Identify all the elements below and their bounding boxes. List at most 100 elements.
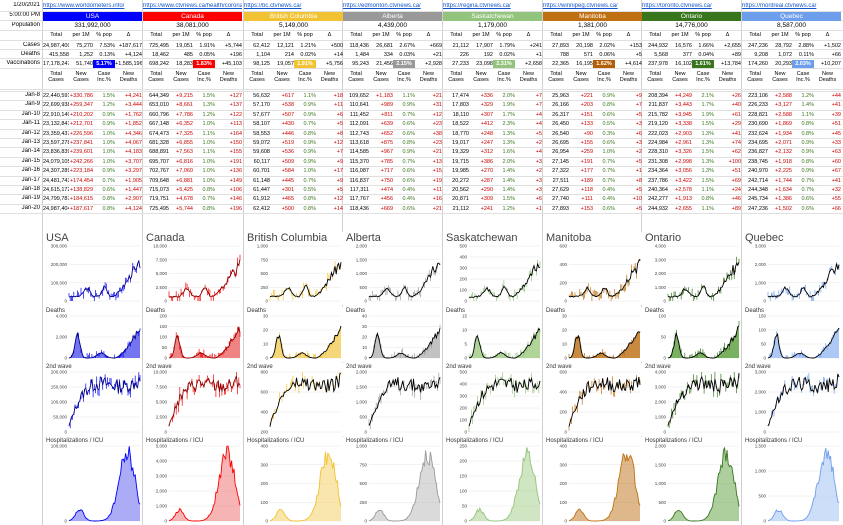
y-tick-label: 1,000 bbox=[356, 400, 368, 405]
daily-value: +9 bbox=[336, 158, 343, 165]
region-name: Ontario bbox=[642, 12, 741, 21]
row-label-date: 1/20/2021 bbox=[13, 2, 40, 8]
trend-line bbox=[568, 331, 641, 359]
y-tick-label: 2,000 bbox=[356, 370, 368, 375]
y-tick-label: 10,000 bbox=[153, 370, 167, 375]
chart-wave-canada: 2nd wave 10,000 7,500 5,000 2,500 0 bbox=[143, 363, 242, 436]
y-tick-label: 0 bbox=[663, 430, 666, 435]
daily-value: +46 bbox=[731, 196, 741, 203]
deaths-value: +14 bbox=[333, 52, 343, 58]
vacc-value: 2.03% bbox=[792, 60, 814, 68]
daily-value: 109,652 bbox=[349, 93, 369, 99]
daily-value: 27,322 bbox=[552, 168, 569, 175]
daily-header: New Deaths bbox=[519, 71, 538, 83]
vacc-value: 27,233 bbox=[452, 61, 469, 67]
daily-header: New Deaths bbox=[320, 71, 339, 83]
trend-line bbox=[767, 327, 840, 359]
y-tick-label: 200 bbox=[260, 430, 268, 435]
daily-value: 58,107 bbox=[253, 121, 270, 128]
cases-value: 17,907 bbox=[476, 43, 493, 49]
source-link[interactable]: https://regina.ctvnews.ca/ bbox=[443, 3, 511, 9]
chart-cases-quebec: Quebec 3,000 2,000 1,000 0 bbox=[742, 232, 841, 305]
y-tick-label: 200 bbox=[559, 410, 567, 415]
source-link[interactable]: https://edmonton.ctvnews.ca/ bbox=[343, 3, 421, 9]
daily-value: +155 bbox=[580, 140, 593, 146]
y-tick-label: 50 bbox=[661, 335, 667, 340]
source-link[interactable]: https://winnipeg.ctvnews.ca/ bbox=[543, 3, 618, 9]
daily-value: 1.2% bbox=[202, 111, 215, 118]
source-link[interactable]: https://toronto.ctvnews.ca/ bbox=[642, 3, 712, 9]
daily-value: 215,782 bbox=[648, 111, 668, 118]
deaths-area bbox=[369, 328, 440, 358]
deaths-value: 192 bbox=[483, 52, 493, 58]
row-label-deaths: Deaths bbox=[20, 51, 40, 57]
source-link[interactable]: https://www.worldometers.info/ bbox=[43, 3, 125, 9]
daily-value: +312 bbox=[480, 149, 493, 156]
daily-value: +189 bbox=[580, 177, 593, 184]
trend-line bbox=[68, 259, 141, 298]
daily-value: 60,701 bbox=[253, 168, 270, 175]
daily-value: 237,786 bbox=[648, 177, 668, 184]
daily-header: New Deaths bbox=[718, 71, 737, 83]
daily-value: +536 bbox=[281, 149, 294, 156]
daily-value: 245,734 bbox=[748, 196, 768, 203]
chart-title: Hospitalizations / ICU bbox=[46, 438, 104, 444]
deaths-area bbox=[768, 328, 839, 358]
vacc-value: 51,740 bbox=[76, 61, 93, 67]
cases-value: 2.88% bbox=[798, 43, 814, 49]
daily-value: +967 bbox=[380, 149, 393, 156]
daily-value: 24,615,172 bbox=[43, 187, 69, 193]
daily-value: +785 bbox=[380, 158, 393, 165]
source-link[interactable]: https://www.ctvnews.ca/health/coronaviru… bbox=[143, 3, 242, 9]
chart-svg: 600 400 200 0 bbox=[559, 244, 641, 304]
daily-value: 0.9% bbox=[402, 149, 415, 156]
daily-value: +7,786 bbox=[176, 111, 193, 118]
chart-title: Hospitalizations / ICU bbox=[146, 438, 204, 444]
sub-header: % pop bbox=[695, 32, 711, 38]
daily-value: +40 bbox=[731, 102, 741, 109]
hosp-area bbox=[668, 447, 739, 521]
y-tick-label: 600 bbox=[260, 390, 268, 395]
daily-value: +456 bbox=[380, 196, 393, 203]
chart-hosp-ontario: Hospitalizations / ICU 2,000 1,500 1,000 500… bbox=[642, 437, 741, 525]
daily-value: 61,912 bbox=[253, 196, 270, 203]
daily-value: 62,412 bbox=[253, 205, 270, 212]
daily-value: 19,715 bbox=[452, 158, 469, 165]
source-link[interactable]: https://bc.ctvnews.ca/ bbox=[244, 3, 302, 9]
daily-header: Case Inc.% bbox=[597, 71, 611, 83]
row-divider bbox=[0, 166, 843, 168]
daily-value: 20,272 bbox=[452, 177, 469, 184]
daily-value: 17,803 bbox=[452, 102, 469, 109]
daily-value: 1.1% bbox=[202, 130, 215, 137]
row-divider bbox=[0, 185, 843, 186]
chart-title: British Columbia bbox=[247, 232, 328, 244]
daily-value: 0.7% bbox=[102, 177, 115, 184]
source-link[interactable]: https://montreal.ctvnews.ca/ bbox=[742, 3, 817, 9]
y-tick-label: 100 bbox=[260, 500, 268, 505]
daily-value: 1.3% bbox=[502, 140, 515, 146]
region-population: 4,439,000 bbox=[378, 22, 407, 29]
daily-value: +7 bbox=[535, 93, 542, 99]
vacc-value: +2,928 bbox=[425, 61, 442, 67]
daily-value: 24,799,787 bbox=[43, 196, 69, 203]
chart-deaths-quebec: Deaths 150 100 50 0 bbox=[742, 307, 841, 362]
deaths-value: 226 bbox=[459, 52, 469, 58]
daily-value: 1.3% bbox=[701, 130, 714, 137]
daily-value: +3 bbox=[535, 187, 542, 193]
daily-value: +4 bbox=[535, 149, 542, 156]
daily-value: +5 bbox=[635, 187, 642, 193]
cases-value: 244,932 bbox=[648, 43, 668, 49]
daily-value: 240,970 bbox=[748, 168, 768, 175]
vacc-value: +45,103 bbox=[221, 61, 242, 67]
daily-value: 230,690 bbox=[748, 121, 768, 128]
chart-svg: 2,000 1,500 1,000 500 0 bbox=[356, 244, 441, 304]
daily-value: +3,297 bbox=[125, 168, 142, 175]
daily-value: 26,166 bbox=[552, 102, 569, 109]
daily-value: 0.6% bbox=[602, 140, 615, 146]
daily-value: 116,837 bbox=[349, 177, 369, 184]
daily-value: 20,562 bbox=[452, 187, 469, 193]
daily-header: New Cases bbox=[772, 71, 788, 83]
chart-cases-canada: Canada 10,000 7,500 5,000 2,500 0 bbox=[143, 232, 242, 305]
chart-cases-usa: USA 300,000 200,000 100,000 0 bbox=[43, 232, 142, 305]
daily-value: +151 bbox=[580, 111, 593, 118]
